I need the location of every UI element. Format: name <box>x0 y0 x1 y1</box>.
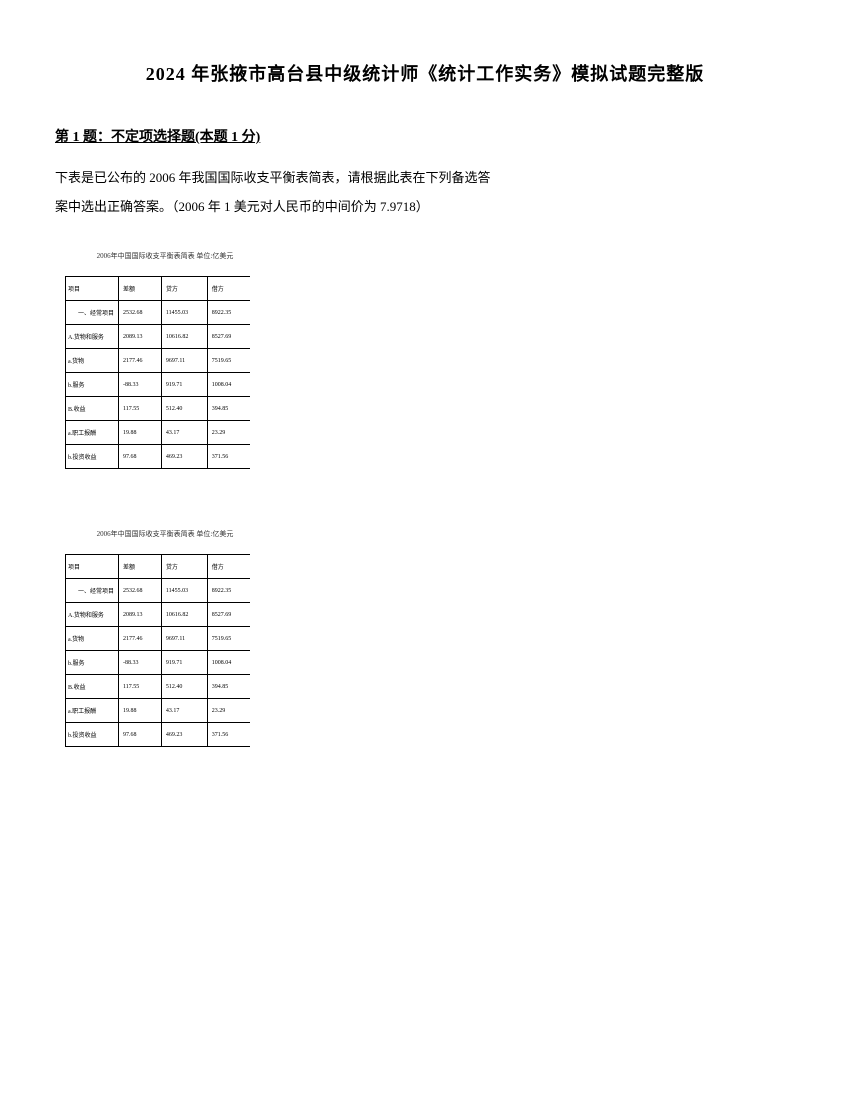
row-0-label-2: 一、经常项目 <box>66 579 119 603</box>
question-header: 第 1 题：不定项选择题(本题 1 分) <box>55 126 795 146</box>
header-col3-2: 贷方 <box>161 555 207 579</box>
header-col1: 项目 <box>66 277 119 301</box>
row-3-val3: 1008.04 <box>207 373 250 397</box>
table-2: 2006年中国国际收支平衡表简表 单位:亿美元 项目 差额 贷方 借方 一、经常… <box>65 529 795 747</box>
row-4-val1: 117.55 <box>119 397 162 421</box>
row-5-val1-2: 19.88 <box>119 699 162 723</box>
row-0-val1: 2532.68 <box>119 301 162 325</box>
table-1: 2006年中国国际收支平衡表简表 单位:亿美元 项目 差额 贷方 借方 一、经常… <box>65 251 795 469</box>
row-5-val3-2: 23.29 <box>207 699 250 723</box>
row-4-val3-2: 394.85 <box>207 675 250 699</box>
row-1-val1: 2089.13 <box>119 325 162 349</box>
row-6-label-2: b.投资收益 <box>66 723 119 747</box>
row-2-val3: 7519.65 <box>207 349 250 373</box>
header-col4-2: 借方 <box>207 555 250 579</box>
row-1-val2: 10616.82 <box>161 325 207 349</box>
row-5-val2: 43.17 <box>161 421 207 445</box>
question-body: 下表是已公布的 2006 年我国国际收支平衡表简表，请根据此表在下列备选答 案中… <box>55 164 795 221</box>
row-4-label: B.收益 <box>66 397 119 421</box>
row-6-val2-2: 469.23 <box>161 723 207 747</box>
header-col3: 贷方 <box>161 277 207 301</box>
row-6-val3-2: 371.56 <box>207 723 250 747</box>
row-2-val1: 2177.46 <box>119 349 162 373</box>
row-4-val1-2: 117.55 <box>119 675 162 699</box>
row-6-val3: 371.56 <box>207 445 250 469</box>
row-1-val3-2: 8527.69 <box>207 603 250 627</box>
row-2-label: a.货物 <box>66 349 119 373</box>
row-2-val1-2: 2177.46 <box>119 627 162 651</box>
row-5-val3: 23.29 <box>207 421 250 445</box>
row-3-val1: -88.33 <box>119 373 162 397</box>
row-4-val2-2: 512.40 <box>161 675 207 699</box>
row-6-val2: 469.23 <box>161 445 207 469</box>
question-line1: 下表是已公布的 2006 年我国国际收支平衡表简表，请根据此表在下列备选答 <box>55 164 795 193</box>
question-line2: 案中选出正确答案。（2006 年 1 美元对人民币的中间价为 7.9718） <box>55 193 795 222</box>
row-2-label-2: a.货物 <box>66 627 119 651</box>
row-2-val2: 9697.11 <box>161 349 207 373</box>
row-5-val2-2: 43.17 <box>161 699 207 723</box>
row-5-label-2: a.职工报酬 <box>66 699 119 723</box>
table-title: 2006年中国国际收支平衡表简表 单位:亿美元 <box>95 251 235 261</box>
row-0-val2: 11455.03 <box>161 301 207 325</box>
row-4-val3: 394.85 <box>207 397 250 421</box>
header-col2: 差额 <box>119 277 162 301</box>
row-3-label: b.服务 <box>66 373 119 397</box>
row-3-label-2: b.服务 <box>66 651 119 675</box>
row-3-val2: 919.71 <box>161 373 207 397</box>
row-5-label: a.职工报酬 <box>66 421 119 445</box>
row-0-val1-2: 2532.68 <box>119 579 162 603</box>
row-0-val2-2: 11455.03 <box>161 579 207 603</box>
document-title: 2024 年张掖市高台县中级统计师《统计工作实务》模拟试题完整版 <box>55 60 795 86</box>
balance-of-payments-table: 项目 差额 贷方 借方 一、经常项目 2532.68 11455.03 8922… <box>65 276 250 469</box>
row-4-val2: 512.40 <box>161 397 207 421</box>
row-6-val1: 97.68 <box>119 445 162 469</box>
row-0-val3: 8922.35 <box>207 301 250 325</box>
row-4-label-2: B.收益 <box>66 675 119 699</box>
header-col4: 借方 <box>207 277 250 301</box>
header-col1-2: 项目 <box>66 555 119 579</box>
row-2-val3-2: 7519.65 <box>207 627 250 651</box>
row-1-val2-2: 10616.82 <box>161 603 207 627</box>
row-0-val3-2: 8922.35 <box>207 579 250 603</box>
row-6-val1-2: 97.68 <box>119 723 162 747</box>
row-1-val1-2: 2089.13 <box>119 603 162 627</box>
row-3-val2-2: 919.71 <box>161 651 207 675</box>
row-3-val1-2: -88.33 <box>119 651 162 675</box>
row-3-val3-2: 1008.04 <box>207 651 250 675</box>
table-title-2: 2006年中国国际收支平衡表简表 单位:亿美元 <box>95 529 235 539</box>
row-6-label: b.投资收益 <box>66 445 119 469</box>
row-2-val2-2: 9697.11 <box>161 627 207 651</box>
row-1-val3: 8527.69 <box>207 325 250 349</box>
row-5-val1: 19.88 <box>119 421 162 445</box>
header-col2-2: 差额 <box>119 555 162 579</box>
row-0-label: 一、经常项目 <box>66 301 119 325</box>
row-1-label-2: A.货物和服务 <box>66 603 119 627</box>
balance-of-payments-table-2: 项目 差额 贷方 借方 一、经常项目 2532.68 11455.03 8922… <box>65 554 250 747</box>
row-1-label: A.货物和服务 <box>66 325 119 349</box>
